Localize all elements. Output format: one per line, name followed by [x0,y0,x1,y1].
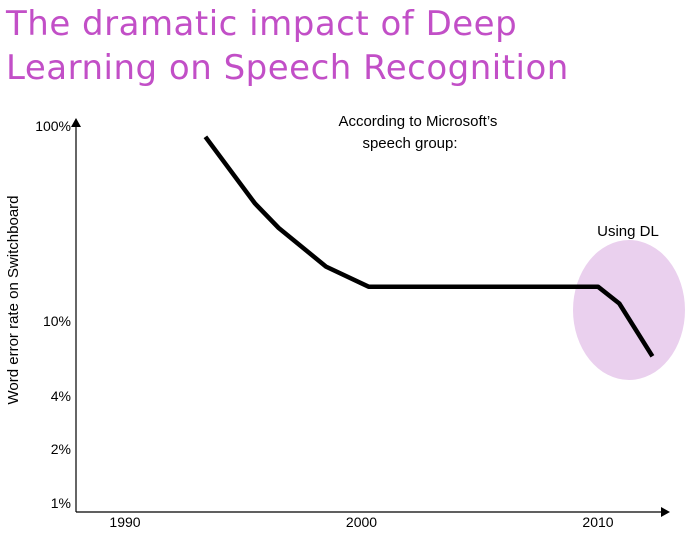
annotation-microsoft: According to Microsoft’s speech group: [338,113,501,152]
y-tick-label: 100% [35,118,71,134]
annotation-microsoft-line-2: speech group: [362,135,457,152]
x-tick-label: 2010 [582,514,613,530]
y-tick-label: 10% [43,313,71,329]
annotation-microsoft-line-1: According to Microsoft’s [338,113,497,130]
series-line [203,135,655,358]
title-line-2: Learning on Speech Recognition [6,48,569,88]
dl-highlight-ellipse [573,240,685,380]
annotation-using-dl: Using DL [597,223,659,240]
y-axis-label: Word error rate on Switchboard [5,196,22,405]
y-tick-label: 1% [51,495,71,511]
page-title: The dramatic impact of Deep Learning on … [6,2,686,90]
x-axis-arrow [661,507,670,517]
x-tick-label: 2000 [346,514,377,530]
y-tick-label: 4% [51,388,71,404]
x-tick-label: 1990 [109,514,140,530]
y-axis-arrow [71,118,81,127]
y-tick-label: 2% [51,441,71,457]
title-line-1: The dramatic impact of Deep [6,4,518,44]
